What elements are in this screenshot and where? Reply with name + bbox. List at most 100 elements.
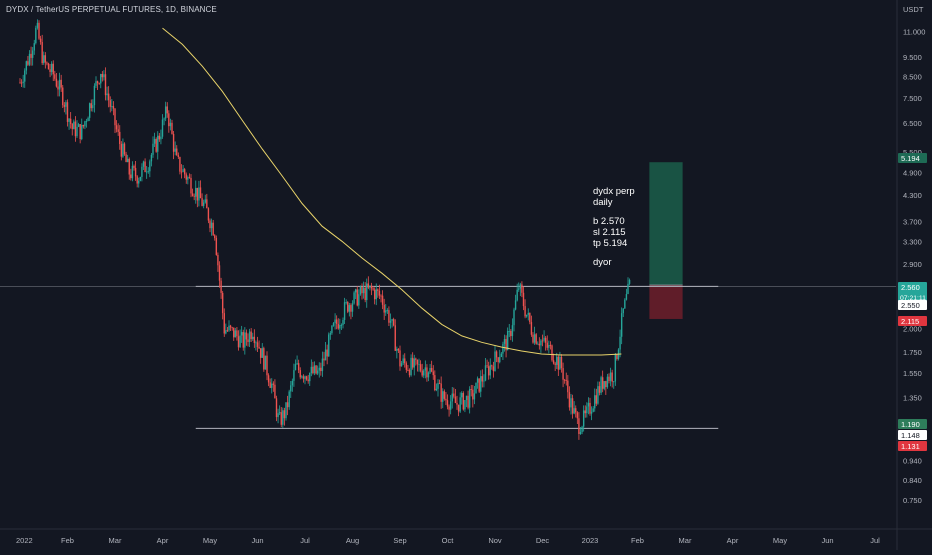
candle-body bbox=[274, 384, 276, 399]
candle-body bbox=[342, 319, 344, 325]
candle-body bbox=[391, 319, 393, 321]
x-tick-label: Feb bbox=[61, 536, 74, 545]
candle-body bbox=[309, 373, 311, 382]
candle-body bbox=[457, 404, 460, 412]
candle-body bbox=[495, 351, 498, 358]
candle-body bbox=[435, 388, 438, 391]
candle-body bbox=[614, 354, 617, 382]
candle-body bbox=[348, 305, 351, 312]
candle-body bbox=[76, 126, 78, 137]
candle-body bbox=[400, 363, 403, 367]
candle-body bbox=[362, 287, 365, 294]
candle-body bbox=[410, 357, 412, 376]
candle-body bbox=[187, 177, 189, 180]
candle-body bbox=[269, 382, 271, 388]
candle-body bbox=[155, 138, 157, 152]
candle-body bbox=[294, 364, 297, 371]
candle-body bbox=[537, 343, 539, 345]
candle-body bbox=[286, 402, 289, 408]
candle-body bbox=[595, 395, 598, 404]
price-badge-level bbox=[898, 430, 927, 440]
candle-body bbox=[196, 187, 199, 201]
candle-body bbox=[419, 364, 422, 371]
candle-body bbox=[171, 122, 173, 134]
candle-body bbox=[370, 285, 373, 289]
x-tick-label: May bbox=[773, 536, 787, 545]
candle-body bbox=[195, 187, 197, 197]
candle-body bbox=[74, 121, 77, 137]
candle-body bbox=[313, 365, 316, 374]
price-badge-bear bbox=[898, 441, 927, 451]
candle-body bbox=[527, 312, 529, 315]
x-tick-label: Jul bbox=[870, 536, 880, 545]
candle-body bbox=[589, 402, 591, 414]
candle-body bbox=[603, 381, 605, 389]
candle-body bbox=[291, 380, 294, 386]
x-tick-label: Feb bbox=[631, 536, 644, 545]
price-badge-take-profit bbox=[898, 153, 927, 163]
x-tick-label: Aug bbox=[346, 536, 359, 545]
candle-body bbox=[532, 334, 534, 343]
candle-body bbox=[522, 292, 525, 307]
candle-body bbox=[470, 389, 472, 390]
candle-body bbox=[98, 83, 100, 84]
candle-body bbox=[461, 393, 463, 398]
candle-body bbox=[209, 220, 211, 229]
candle-body bbox=[366, 283, 368, 301]
position-zones bbox=[649, 162, 683, 319]
candle-body bbox=[122, 143, 124, 157]
candle-body bbox=[405, 363, 408, 370]
candle-body bbox=[568, 392, 571, 408]
x-tick-label: Jun bbox=[251, 536, 263, 545]
candle-body bbox=[540, 340, 542, 346]
candle-body bbox=[459, 397, 461, 412]
candle-body bbox=[340, 324, 343, 326]
candle-body bbox=[502, 343, 504, 354]
candle-body bbox=[396, 348, 398, 351]
candle-body bbox=[221, 292, 224, 314]
candle-body bbox=[22, 81, 24, 83]
candle-body bbox=[153, 138, 156, 144]
candle-body bbox=[188, 177, 191, 178]
candle-body bbox=[168, 113, 170, 127]
candle-body bbox=[161, 119, 164, 137]
loss-zone[interactable] bbox=[649, 284, 683, 319]
candle-body bbox=[359, 286, 362, 295]
candle-body bbox=[182, 169, 184, 172]
candle-body bbox=[381, 295, 384, 305]
candle-body bbox=[283, 410, 286, 419]
ma-line[interactable] bbox=[162, 27, 622, 356]
candle-body bbox=[85, 121, 88, 122]
y-tick-label: 11.000 bbox=[903, 27, 925, 36]
candle-body bbox=[570, 398, 572, 408]
candle-body bbox=[560, 356, 563, 369]
candle-body bbox=[267, 375, 270, 383]
candle-body bbox=[557, 356, 560, 370]
price-badge-label: 2.550 bbox=[901, 301, 920, 310]
candle-body bbox=[601, 377, 604, 389]
candle-body bbox=[546, 342, 548, 348]
note-line: dydx perp bbox=[593, 186, 635, 197]
note-line: b 2.570 bbox=[593, 216, 625, 227]
candle-body bbox=[214, 235, 216, 239]
candle-body bbox=[92, 105, 94, 109]
candle-body bbox=[562, 368, 564, 380]
price-badge-label: 1.131 bbox=[901, 442, 920, 451]
candle-body bbox=[606, 376, 609, 388]
candle-body bbox=[63, 105, 66, 107]
candle-body bbox=[394, 325, 396, 351]
candle-body bbox=[437, 382, 439, 389]
x-tick-label: Jun bbox=[821, 536, 833, 545]
candle-body bbox=[442, 391, 444, 402]
profit-zone[interactable] bbox=[649, 162, 683, 285]
candle-body bbox=[500, 353, 503, 358]
candle-body bbox=[510, 330, 512, 337]
y-tick-label: 9.500 bbox=[903, 53, 922, 62]
candle-body bbox=[456, 402, 458, 405]
candle-body bbox=[625, 294, 628, 300]
candle-body bbox=[432, 371, 434, 376]
candle-body bbox=[144, 161, 146, 173]
candle-body bbox=[69, 118, 72, 124]
